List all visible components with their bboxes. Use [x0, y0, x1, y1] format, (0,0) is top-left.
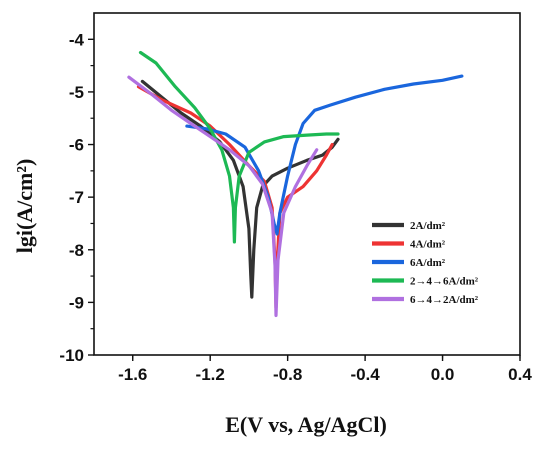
series-line-5 — [127, 75, 319, 318]
legend-label: 2→4→6A/dm² — [410, 276, 479, 288]
x-tick-label: -0.8 — [273, 365, 302, 384]
y-tick-label: -6 — [69, 136, 84, 155]
y-tick-label: -4 — [69, 30, 85, 49]
y-tick-label: -9 — [69, 293, 84, 312]
legend-label: 6A/dm² — [410, 257, 446, 269]
x-tick-label: 0.4 — [508, 365, 532, 384]
x-tick-label: 0.0 — [431, 365, 455, 384]
y-tick-label: -5 — [69, 83, 84, 102]
series-line-1 — [140, 79, 340, 299]
series-line-4 — [138, 50, 340, 244]
y-tick-label: -10 — [59, 346, 84, 365]
y-axis-label: lgi(A/cm²) — [12, 159, 37, 254]
legend-label: 2A/dm² — [410, 220, 446, 232]
y-tick-label: -7 — [69, 188, 84, 207]
legend: 2A/dm² 4A/dm² 6A/dm² 2→4→6A/dm² 6→4→2A/dm² — [372, 220, 479, 306]
x-axis-label: E(V vs, Ag/AgCl) — [225, 412, 387, 437]
legend-label: 4A/dm² — [410, 239, 446, 251]
x-tick-label: -1.6 — [118, 365, 147, 384]
x-tick-label: -0.4 — [350, 365, 380, 384]
legend-label: 6→4→2A/dm² — [410, 294, 479, 306]
x-tick-label: -1.2 — [196, 365, 225, 384]
plot-frame — [93, 12, 521, 356]
y-tick-label: -8 — [69, 241, 84, 260]
ticks-layer: -1.6 -1.2 -0.8 -0.4 0.0 0.4 -10 -9 -8 -7 -6 -5 -4 — [59, 30, 532, 384]
plot-layer — [127, 50, 464, 318]
series-line-3 — [185, 74, 464, 236]
